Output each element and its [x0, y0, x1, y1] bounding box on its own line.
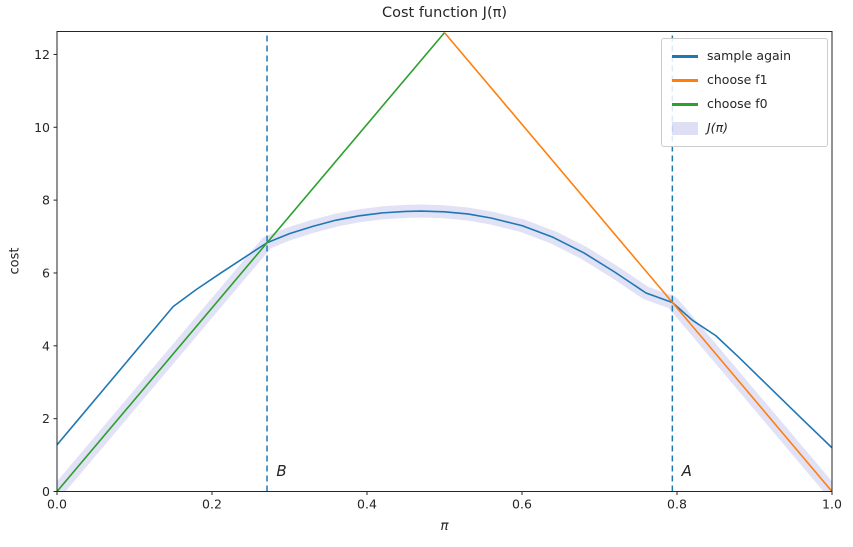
legend-item-choose-f1: choose f1	[672, 71, 817, 90]
legend-label: choose f1	[707, 72, 768, 88]
x-tick-label: 0.0	[47, 497, 67, 512]
x-axis-label: π	[440, 518, 449, 534]
j-pi-band	[57, 204, 832, 492]
x-tick-label: 0.4	[357, 497, 377, 512]
legend-line-swatch-orange	[672, 79, 698, 82]
x-tick-label: 1.0	[822, 497, 842, 512]
series-line	[57, 32, 446, 492]
legend-label: choose f0	[707, 96, 768, 112]
legend: sample again choose f1 choose f0 J(π)	[661, 38, 828, 147]
y-tick-label: 10	[34, 120, 50, 135]
legend-label: sample again	[707, 48, 792, 64]
legend-item-j-pi: J(π)	[672, 119, 817, 138]
y-tick-label: 4	[42, 338, 50, 353]
y-tick-label: 2	[42, 411, 50, 426]
legend-item-sample-again: sample again	[672, 47, 817, 66]
y-tick-label: 12	[34, 47, 50, 62]
y-axis-label: cost	[7, 247, 23, 275]
series-line	[57, 210, 832, 449]
legend-line-swatch-blue	[672, 55, 698, 58]
y-tick-label: 0	[42, 484, 50, 499]
point-label-a: A	[681, 462, 692, 480]
legend-line-swatch-green	[672, 103, 698, 106]
axes-spines	[56, 31, 833, 492]
legend-patch-swatch-lavender	[672, 122, 698, 135]
chart-title: Cost function J(π)	[381, 5, 507, 21]
x-tick-label: 0.8	[667, 497, 687, 512]
legend-label: J(π)	[707, 120, 728, 136]
y-tick-label: 8	[42, 193, 50, 208]
legend-item-choose-f0: choose f0	[672, 95, 817, 114]
x-tick-label: 0.6	[512, 497, 532, 512]
y-tick-label: 6	[42, 265, 50, 280]
point-label-b: B	[276, 462, 286, 480]
series-line	[443, 32, 832, 492]
x-tick-label: 0.2	[202, 497, 222, 512]
